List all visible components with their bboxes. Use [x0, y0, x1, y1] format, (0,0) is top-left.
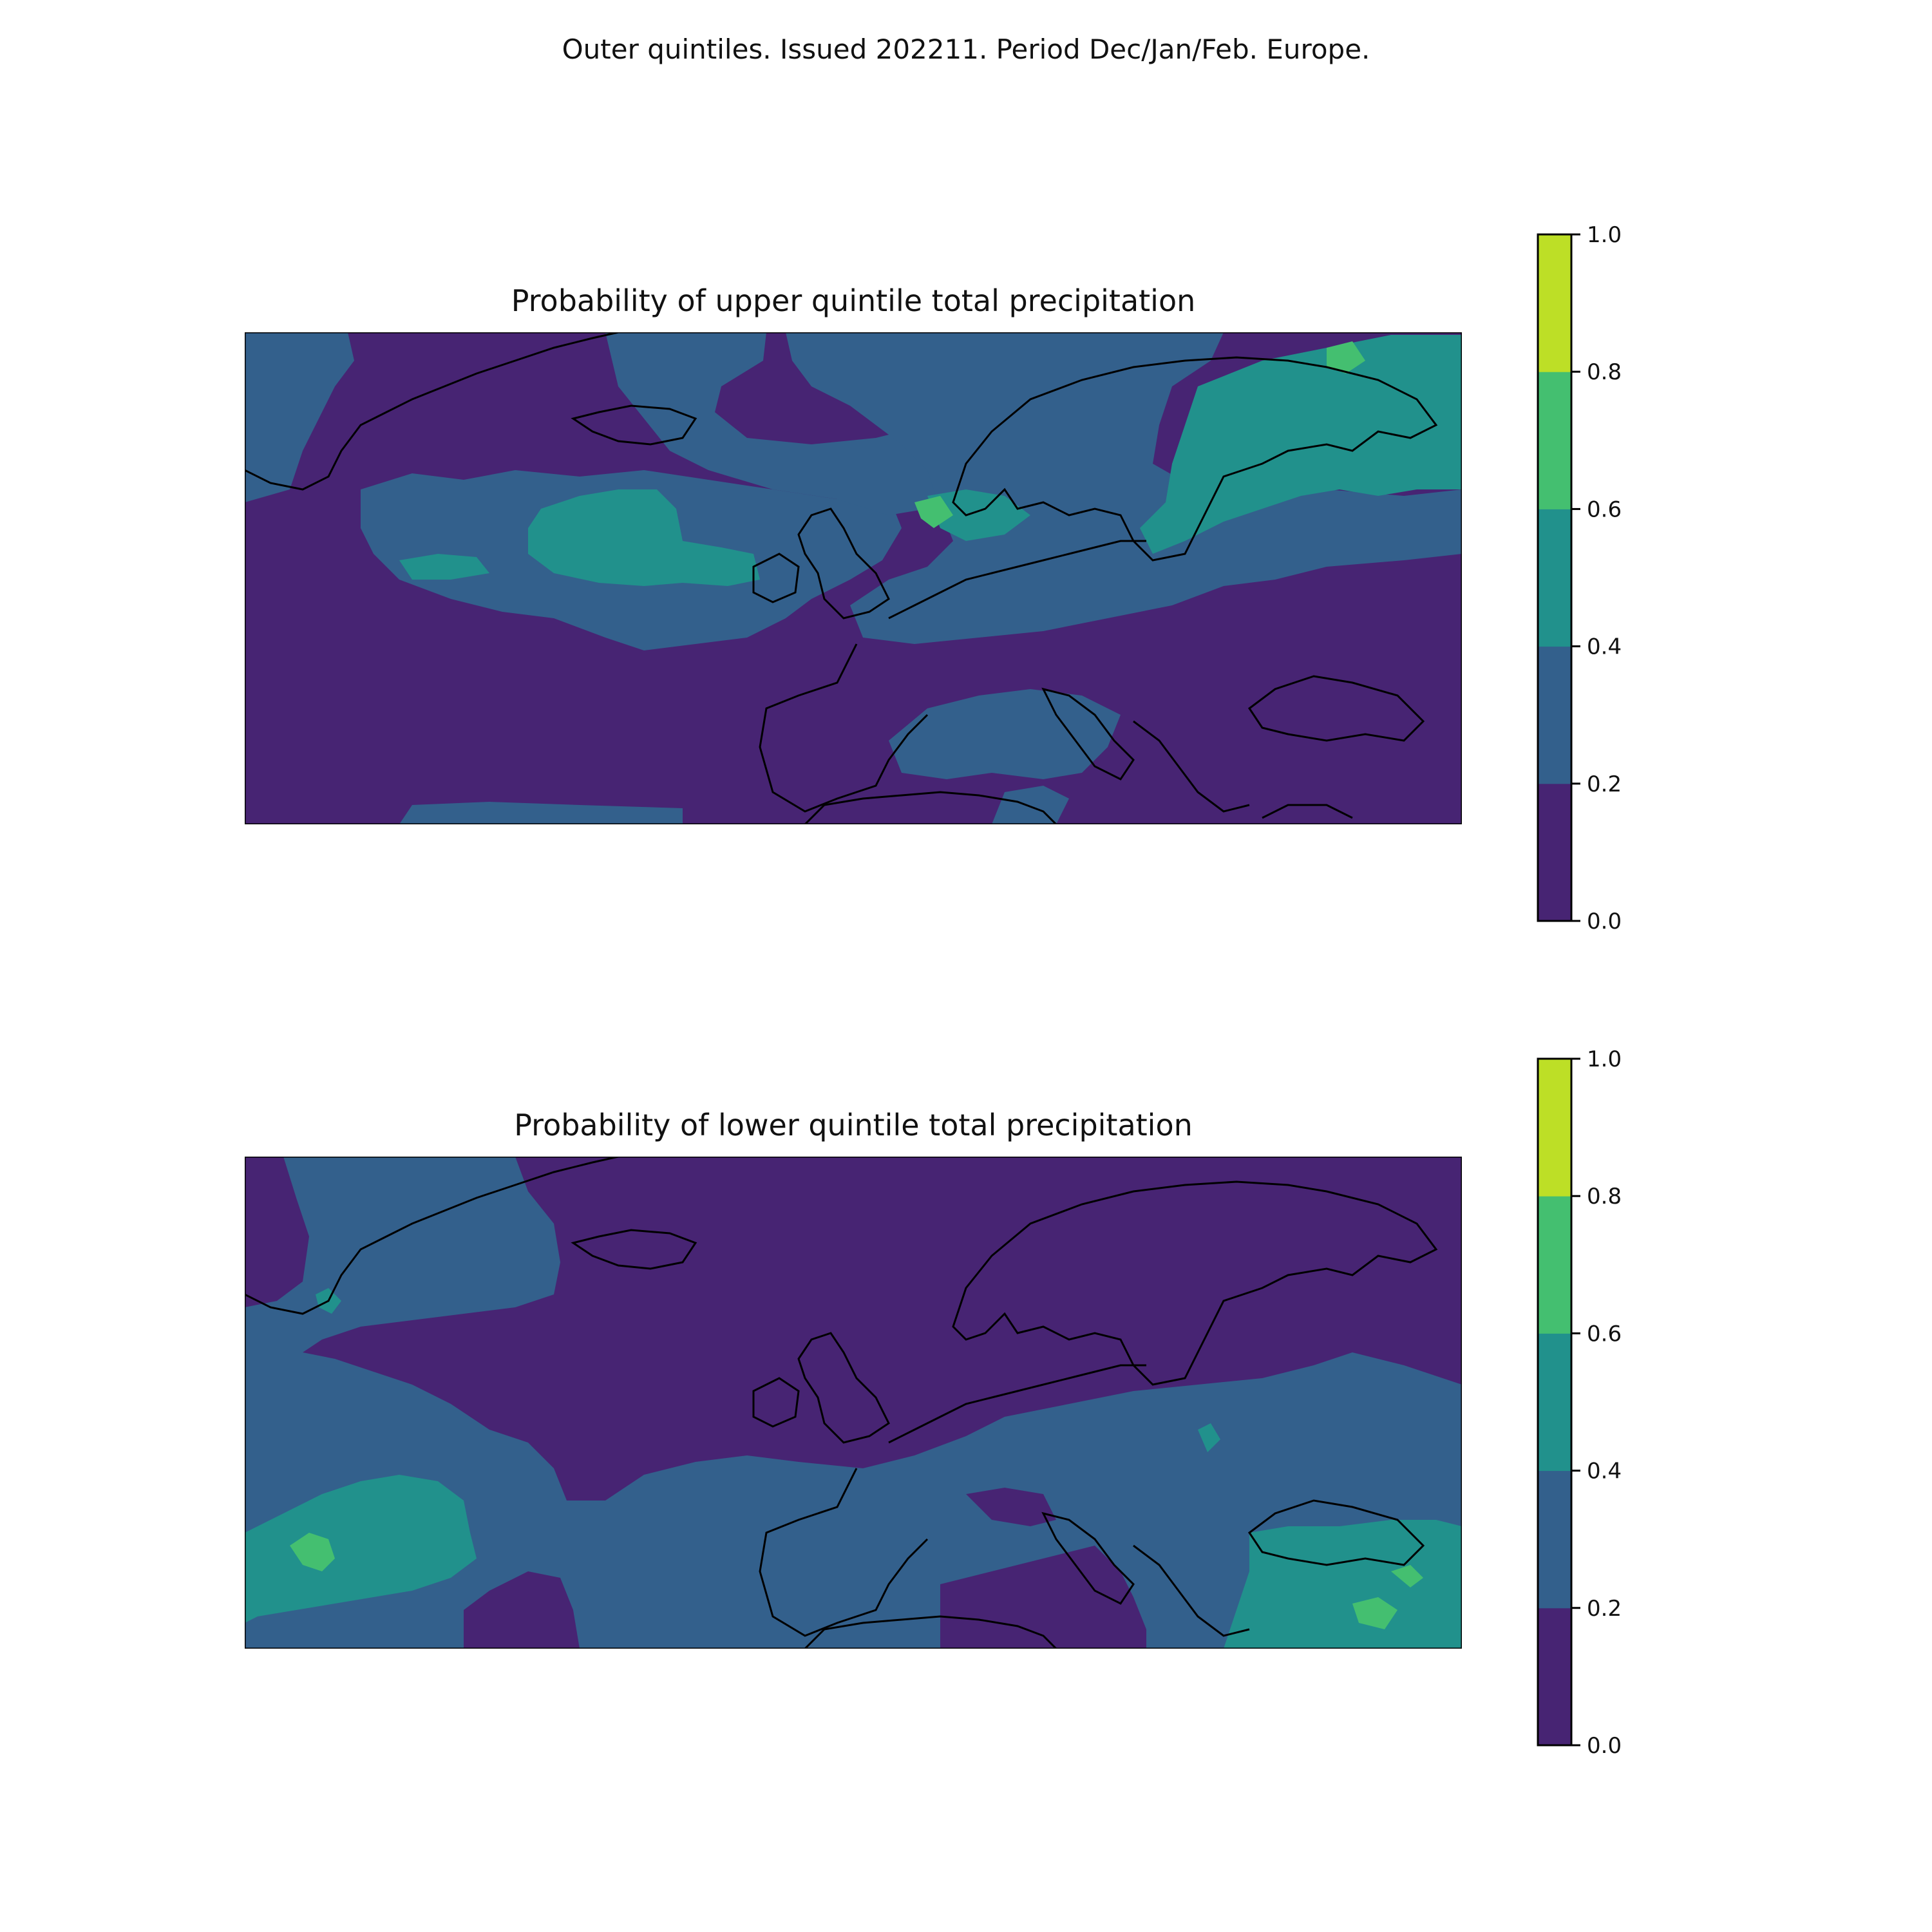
upper-coast-continent-north	[888, 540, 1146, 620]
colorbar-lower-tick-label-3: 0.6	[1587, 1321, 1622, 1347]
lower-region-atlantic-south	[245, 1475, 477, 1623]
upper-region-europe-band	[786, 332, 1462, 644]
colorbar-upper-tick-label-3: 0.6	[1587, 497, 1622, 522]
upper-region-mediterranean-band	[889, 689, 1121, 779]
colorbar-upper-tick-label-2: 0.4	[1587, 634, 1622, 660]
map-upper-coastlines	[245, 332, 1438, 824]
map-upper-quintile	[245, 332, 1462, 824]
upper-coast-italy	[1041, 687, 1135, 781]
upper-coast-greenland	[245, 332, 619, 491]
colorbar-upper-frame	[1537, 233, 1573, 922]
lower-region-cyprus-spot	[1352, 1597, 1397, 1629]
map-lower-coastlines	[245, 1157, 1438, 1649]
lower-coast-scandinavia	[952, 1180, 1438, 1386]
upper-region-norway-spot	[914, 496, 953, 528]
lower-region-greenland-spot	[245, 1157, 309, 1307]
lower-coast-iberia	[759, 1468, 929, 1637]
upper-region-atlantic-strip	[399, 554, 489, 580]
upper-coast-iberia	[759, 643, 929, 813]
colorbar-lower-tick-label-0: 0.0	[1587, 1733, 1622, 1759]
colorbar-upper-segment-3	[1538, 372, 1571, 509]
lower-region-caspian-spot	[1391, 1565, 1423, 1587]
colorbar-lower-tick-label-2: 0.4	[1587, 1459, 1622, 1484]
upper-region-south-strip	[399, 802, 683, 824]
colorbar-upper-segment-1	[1538, 646, 1571, 784]
colorbar-lower-segment-0	[1538, 1607, 1571, 1746]
lower-coast-italy	[1041, 1511, 1135, 1605]
lower-region-east-med	[1224, 1520, 1462, 1649]
lower-coast-ireland	[752, 1377, 800, 1428]
upper-region-russia-spot	[1327, 341, 1365, 374]
panel-title-lower: Probability of lower quintile total prec…	[514, 1108, 1193, 1142]
colorbar-upper-tick-label-1: 0.2	[1587, 772, 1622, 797]
upper-coast-balkans	[1133, 720, 1250, 813]
upper-coast-scandinavia	[952, 356, 1438, 562]
colorbar-upper-tick-label-4: 0.8	[1587, 359, 1622, 385]
upper-coast-north-africa	[804, 791, 1057, 824]
upper-region-scandinavia-core	[1140, 335, 1462, 554]
colorbar-lower-segment-2	[1538, 1333, 1571, 1472]
colorbar-lower-tick-label-1: 0.2	[1587, 1596, 1622, 1622]
lower-region-ukraine-spot	[1198, 1423, 1220, 1452]
colorbar-lower-segment-1	[1538, 1470, 1571, 1609]
lower-region-med-west	[966, 1488, 1056, 1526]
colorbar-lower: 0.0 0.2 0.4 0.6 0.8 1.0	[1537, 1046, 1622, 1759]
lower-coast-iceland	[571, 1229, 697, 1270]
lower-region-north-main	[303, 1157, 1462, 1501]
lower-region-med-central	[940, 1546, 1146, 1649]
upper-coast-uk	[797, 507, 890, 620]
lower-coast-continent-north	[888, 1364, 1146, 1444]
colorbar-upper-segment-4	[1538, 234, 1571, 372]
upper-coast-black-sea	[1247, 675, 1425, 742]
upper-region-sicily-strip	[992, 786, 1069, 824]
colorbar-lower-segment-4	[1538, 1059, 1571, 1197]
colorbar-lower-tick-label-5: 1.0	[1587, 1046, 1622, 1072]
colorbar-upper-tick-label-0: 0.0	[1587, 909, 1622, 934]
upper-coast-iceland	[571, 404, 697, 446]
lower-coast-balkans	[1133, 1544, 1250, 1637]
lower-coast-greenland	[245, 1157, 619, 1315]
upper-region-north-sea-band	[605, 332, 966, 515]
lower-coast-north-africa	[804, 1615, 1057, 1649]
upper-region-greenland-band	[245, 332, 354, 502]
map-lower-quintile	[245, 1157, 1462, 1649]
colorbar-upper-tick-label-5: 1.0	[1587, 222, 1622, 248]
colorbar-upper-segment-0	[1538, 783, 1571, 922]
lower-coast-uk	[797, 1332, 890, 1444]
colorbar-upper: 0.0 0.2 0.4 0.6 0.8 1.0	[1537, 222, 1622, 934]
figure-title: Outer quintiles. Issued 202211. Period D…	[562, 33, 1370, 65]
upper-region-atlantic-core	[528, 489, 760, 586]
upper-coast-anatolia	[1262, 804, 1353, 819]
lower-region-africa-west	[464, 1571, 580, 1649]
colorbar-lower-tick-label-4: 0.8	[1587, 1184, 1622, 1209]
colorbar-lower-frame	[1537, 1057, 1573, 1747]
lower-coast-black-sea	[1247, 1499, 1425, 1566]
colorbar-lower-segment-3	[1538, 1196, 1571, 1334]
lower-region-atlantic-spot	[290, 1533, 335, 1571]
colorbar-upper-segment-2	[1538, 509, 1571, 647]
panel-title-upper: Probability of upper quintile total prec…	[511, 283, 1196, 318]
upper-coast-ireland	[752, 553, 800, 603]
